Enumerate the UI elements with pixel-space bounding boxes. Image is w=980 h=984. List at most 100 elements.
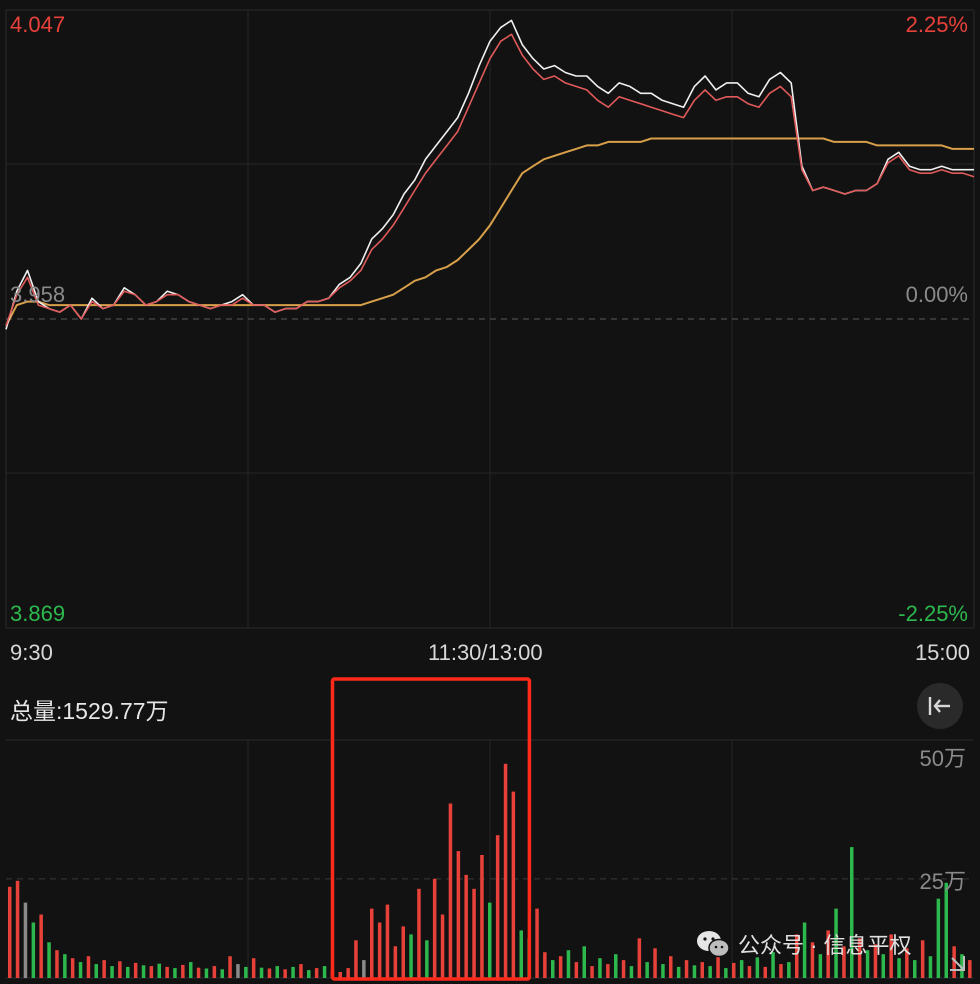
volume-bar bbox=[692, 965, 697, 978]
volume-bar bbox=[543, 952, 547, 978]
watermark: 公众号 · 信息平权 bbox=[696, 928, 912, 960]
volume-bar bbox=[535, 908, 539, 978]
volume-bar bbox=[401, 926, 405, 978]
volume-bar bbox=[110, 966, 114, 978]
price-top-label: 4.047 bbox=[10, 12, 66, 37]
volume-bar bbox=[267, 968, 272, 978]
volume-bar bbox=[47, 942, 51, 978]
time-start-label: 9:30 bbox=[10, 640, 53, 665]
volume-bar bbox=[551, 960, 555, 978]
volume-bar bbox=[370, 908, 374, 978]
volume-bar bbox=[55, 950, 59, 978]
volume-bar bbox=[456, 851, 461, 978]
volume-bar bbox=[653, 948, 657, 979]
pct-top-label: 2.25% bbox=[905, 12, 968, 37]
price-line-red bbox=[5, 33, 975, 327]
volume-bar bbox=[708, 966, 712, 978]
pct-base-label: 0.00% bbox=[905, 282, 968, 307]
volume-bar bbox=[621, 960, 626, 978]
volume-bar bbox=[377, 922, 382, 978]
volume-bar bbox=[393, 946, 398, 978]
volume-bar bbox=[417, 888, 421, 979]
volume-bar bbox=[448, 803, 453, 978]
volume-bar bbox=[488, 902, 492, 978]
volume-bar bbox=[889, 934, 893, 978]
volume-bar bbox=[244, 966, 248, 978]
volume-bar bbox=[149, 966, 154, 978]
expand-corner-icon[interactable] bbox=[946, 952, 968, 974]
volume-bar bbox=[519, 930, 523, 978]
volume-bar bbox=[606, 964, 610, 978]
time-end-label: 15:00 bbox=[914, 640, 970, 665]
volume-bar bbox=[913, 960, 917, 978]
volume-bar bbox=[952, 946, 956, 978]
volume-bar bbox=[960, 954, 964, 978]
volume-bar bbox=[39, 914, 43, 978]
volume-bar bbox=[86, 956, 91, 978]
volume-bar bbox=[78, 962, 83, 978]
volume-bar bbox=[15, 880, 20, 978]
volume-bar bbox=[795, 934, 799, 978]
volume-bar bbox=[857, 938, 862, 978]
volume-bar bbox=[739, 960, 744, 978]
volume-bar bbox=[936, 898, 941, 978]
volume-bar bbox=[181, 964, 185, 978]
volume-bar bbox=[629, 966, 634, 978]
price-base-label: 3.958 bbox=[10, 282, 66, 307]
volume-bar bbox=[314, 968, 319, 978]
volume-bar bbox=[716, 954, 720, 978]
volume-bar bbox=[220, 969, 224, 978]
volume-bar bbox=[23, 902, 28, 978]
volume-bar bbox=[928, 956, 933, 978]
volume-bar bbox=[464, 874, 468, 978]
volume-bar bbox=[228, 956, 232, 978]
volume-bar bbox=[141, 965, 146, 978]
volume-bar bbox=[503, 763, 508, 978]
volume-bar bbox=[133, 962, 138, 978]
volume-bar bbox=[850, 847, 854, 978]
volume-bar bbox=[873, 944, 878, 978]
price-bottom-label: 3.869 bbox=[10, 601, 66, 626]
volume-bar bbox=[291, 966, 295, 978]
volume-bar bbox=[968, 960, 972, 978]
volume-bar bbox=[700, 962, 704, 978]
volume-bar bbox=[558, 956, 563, 978]
volume-bar bbox=[747, 966, 752, 978]
volume-bar bbox=[70, 958, 75, 978]
volume-bar bbox=[307, 970, 311, 978]
volume-bar bbox=[826, 930, 830, 978]
volume-bar bbox=[354, 940, 358, 978]
volume-bar bbox=[787, 962, 791, 978]
volume-bar bbox=[676, 966, 681, 978]
volume-bar bbox=[661, 964, 665, 978]
volume-bar bbox=[236, 964, 240, 978]
volume-bar bbox=[732, 962, 736, 978]
volume-bar bbox=[338, 972, 342, 978]
volume-bar bbox=[157, 963, 161, 978]
volume-bar bbox=[196, 967, 201, 978]
volume-bar bbox=[865, 950, 870, 978]
volume-total-label: 总量:1529.77万 bbox=[10, 698, 169, 724]
volume-bar bbox=[810, 942, 815, 978]
volume-bar bbox=[472, 888, 476, 979]
volume-bar bbox=[346, 968, 350, 978]
collapse-button[interactable] bbox=[917, 683, 963, 729]
volume-bar bbox=[779, 964, 783, 978]
volume-bar bbox=[173, 968, 177, 978]
average-price-line bbox=[5, 137, 974, 327]
volume-bar bbox=[834, 908, 838, 978]
volume-bar bbox=[755, 957, 760, 978]
volume-bar bbox=[126, 966, 130, 978]
volume-bar bbox=[275, 966, 279, 978]
volume-bar bbox=[480, 855, 484, 978]
volume-bar bbox=[425, 940, 429, 978]
vol-tick-mid-label: 25万 bbox=[919, 869, 966, 894]
volume-bar bbox=[598, 958, 602, 978]
volume-bar bbox=[204, 968, 209, 978]
volume-bar bbox=[118, 961, 122, 978]
volume-bar bbox=[881, 954, 885, 978]
volume-bar bbox=[802, 922, 807, 978]
volume-bar bbox=[283, 969, 287, 978]
volume-bar bbox=[771, 952, 775, 978]
volume-bar bbox=[432, 878, 437, 978]
